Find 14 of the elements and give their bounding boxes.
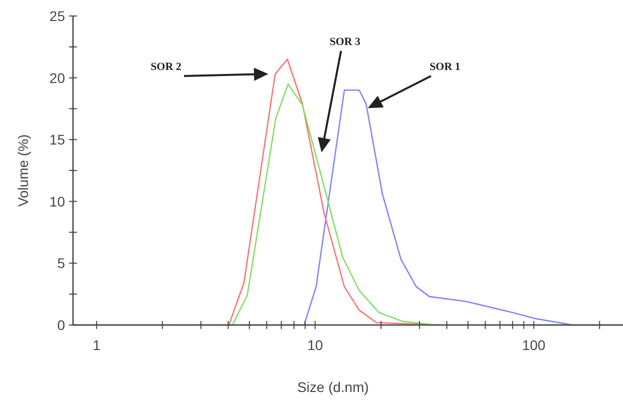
annotation: SOR 2 [150, 61, 182, 73]
x-tick-label: 1 [92, 337, 101, 353]
y-tick-label: 0 [57, 317, 66, 333]
y-tick-label: 20 [49, 70, 66, 86]
annotation: SOR 1 [430, 61, 460, 73]
y-axis-title: Volume (%) [15, 134, 31, 207]
x-tick-label: 100 [522, 337, 546, 353]
y-tick-label: 10 [49, 193, 66, 210]
x-tick-label: 10 [307, 337, 324, 353]
annotation: SOR 3 [330, 36, 361, 48]
y-tick-label: 15 [49, 132, 66, 148]
x-axis-title: Size (d.nm) [297, 379, 369, 395]
y-tick-label: 5 [57, 255, 66, 272]
y-tick-label: 25 [49, 8, 66, 24]
